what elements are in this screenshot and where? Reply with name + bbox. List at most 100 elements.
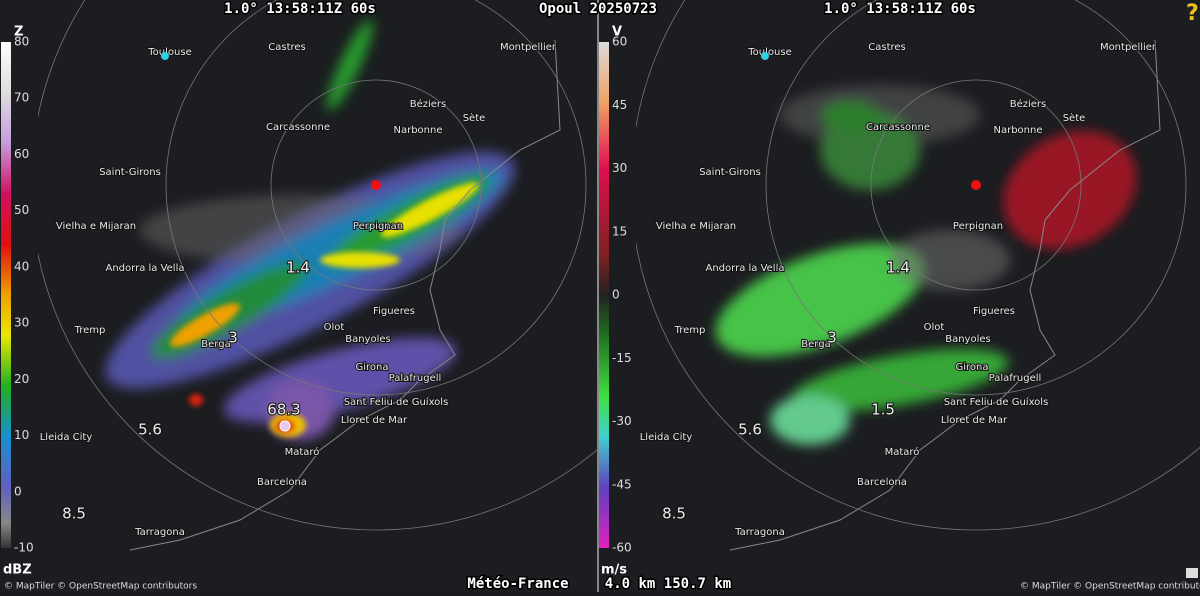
range-rings — [38, 0, 598, 531]
range-rings — [636, 0, 1200, 531]
scale-symbol: V — [612, 25, 622, 40]
range-info: 4.0 km 150.7 km — [605, 576, 731, 592]
scale-label: -10 — [14, 541, 34, 555]
radar-site — [971, 180, 981, 190]
range-ring — [765, 0, 1187, 396]
radar-site — [371, 180, 381, 190]
range-label: 3 — [827, 329, 837, 347]
place-label: Sète — [1063, 112, 1086, 124]
scale-label: 70 — [14, 91, 29, 105]
scale-label: 0 — [612, 288, 620, 302]
range-label: 3 — [228, 329, 238, 347]
scale-label: -15 — [612, 351, 632, 365]
place-label: Lleida City — [40, 432, 93, 443]
attribution: © MapTiler © OpenStreetMap contributors — [1020, 582, 1200, 592]
place-label: Mataró — [285, 446, 320, 458]
place-label: Perpignan — [953, 221, 1003, 232]
scale-label: -45 — [612, 477, 632, 491]
range-label: 5.6 — [138, 421, 162, 439]
place-label: Andorra la Vella — [706, 263, 785, 274]
place-label: Berga — [201, 339, 230, 350]
scale-label: 0 — [14, 484, 22, 498]
camera-button[interactable] — [1186, 568, 1198, 578]
place-label: Montpellier — [1100, 42, 1157, 53]
place-label: Barcelona — [857, 477, 907, 488]
place-label: Castres — [868, 42, 906, 53]
place-label: Béziers — [1010, 98, 1047, 110]
scan-info: 1.0° 13:58:11Z 60s — [224, 1, 376, 17]
place-label: Banyoles — [345, 334, 391, 345]
place-label: Vielha e Mijaran — [56, 221, 136, 232]
place-label: Lleida City — [640, 432, 693, 443]
place-label: Castres — [268, 42, 306, 53]
place-label: Lloret de Mar — [941, 415, 1008, 426]
range-label: 1.4 — [286, 259, 310, 277]
scale-unit: m/s — [601, 563, 627, 578]
range-ring — [636, 0, 1200, 531]
place-label: Olot — [924, 322, 945, 333]
place-label: Sant Feliu de Guíxols — [344, 396, 449, 408]
place-label: Olot — [324, 322, 345, 333]
place-label: Toulouse — [147, 47, 191, 58]
range-ring — [38, 0, 598, 531]
help-button[interactable]: ? — [1186, 1, 1199, 26]
color-bar — [599, 42, 609, 548]
city-marker — [761, 52, 769, 60]
scan-info: 1.0° 13:58:11Z 60s — [824, 1, 976, 17]
place-label: Girona — [955, 362, 988, 373]
range-ring — [270, 79, 482, 291]
coastline — [129, 39, 561, 551]
place-label: Vielha e Mijaran — [656, 221, 736, 232]
range-label: 1.4 — [886, 259, 910, 277]
place-label: Sète — [463, 112, 486, 124]
place-label: Palafrugell — [989, 373, 1042, 384]
place-label: Mataró — [885, 446, 920, 458]
place-label: Toulouse — [747, 47, 791, 58]
city-marker — [161, 52, 169, 60]
place-label: Barcelona — [257, 477, 307, 488]
source: Météo-France — [467, 576, 568, 592]
place-label: Narbonne — [993, 125, 1042, 136]
place-label: Banyoles — [945, 334, 991, 345]
place-label: Figueres — [373, 306, 415, 317]
range-label: 8.5 — [62, 505, 86, 523]
scale-label: 10 — [14, 428, 29, 442]
range-label: 8.5 — [662, 505, 686, 523]
scale-unit: dBZ — [3, 563, 32, 578]
scale-label: 15 — [612, 224, 627, 238]
place-label: Lloret de Mar — [341, 415, 408, 426]
scale-label: -60 — [612, 541, 632, 555]
range-ring — [870, 79, 1082, 291]
scale-label: 80 — [14, 35, 29, 49]
scale-label: 20 — [14, 372, 29, 386]
place-label: Carcassonne — [866, 122, 930, 133]
place-label: Tremp — [74, 325, 106, 336]
place-label: Sant Feliu de Guíxols — [944, 396, 1049, 408]
place-label: Tarragona — [134, 527, 185, 538]
place-label: Béziers — [410, 98, 447, 110]
place-label: Montpellier — [500, 42, 557, 53]
scale-label: 40 — [14, 259, 29, 273]
range-ring — [165, 0, 587, 396]
place-label: Tremp — [674, 325, 706, 336]
place-label: Tarragona — [734, 527, 785, 538]
place-label: Figueres — [973, 306, 1015, 317]
place-label: Saint-Girons — [99, 167, 161, 178]
place-label: Narbonne — [393, 125, 442, 136]
place-label: Palafrugell — [389, 373, 442, 384]
scale-label: 30 — [612, 161, 627, 175]
color-bar — [1, 42, 11, 548]
peak-marker — [279, 420, 291, 432]
place-label: Andorra la Vella — [106, 263, 185, 274]
place-label: Saint-Girons — [699, 167, 761, 178]
scale-label: 45 — [612, 98, 627, 112]
scale-label: 60 — [14, 147, 29, 161]
scale-label: -30 — [612, 414, 632, 428]
place-label: Perpignan — [353, 221, 403, 232]
coastline — [729, 39, 1161, 551]
station-date: Opoul 20250723 — [539, 1, 657, 17]
range-label: 5.6 — [738, 421, 762, 439]
place-label: Carcassonne — [266, 122, 330, 133]
